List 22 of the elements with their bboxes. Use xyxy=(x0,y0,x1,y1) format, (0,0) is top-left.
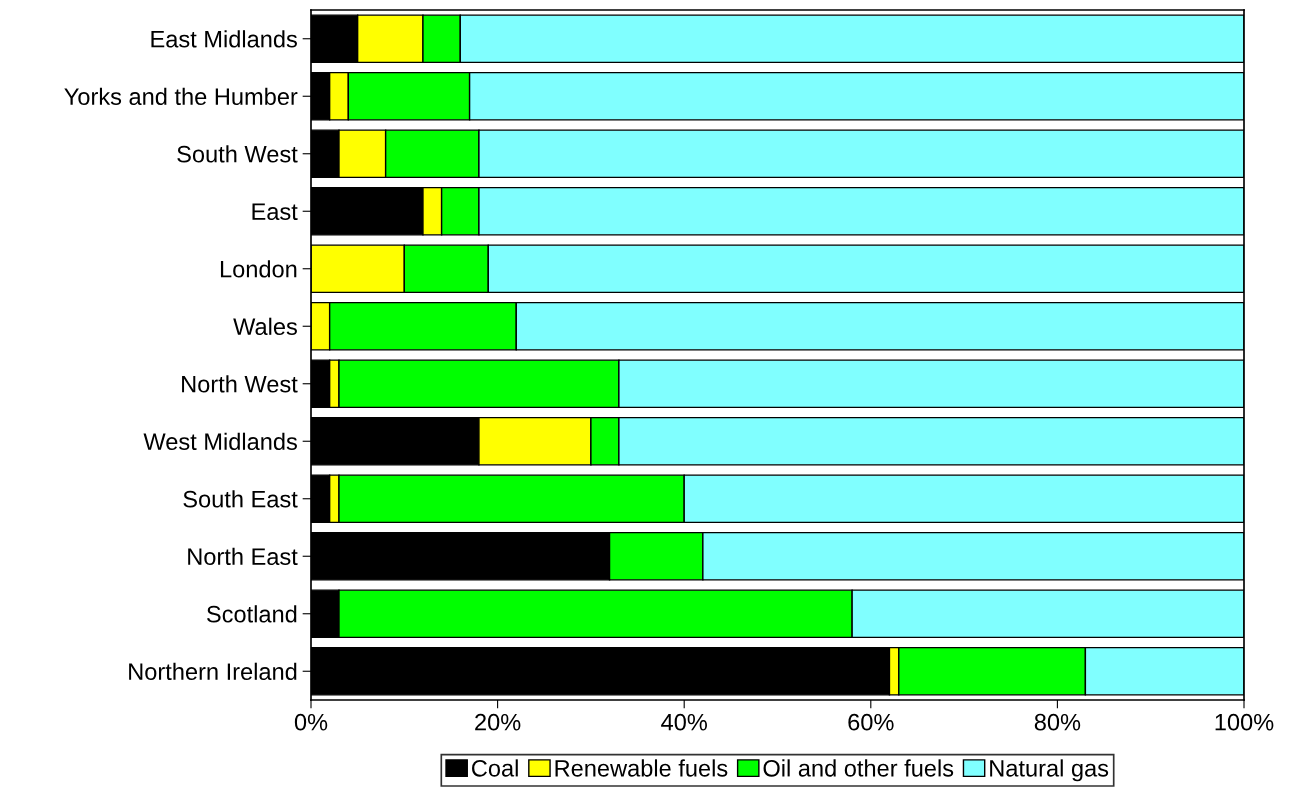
y-tick-label: Scotland xyxy=(207,605,297,623)
x-tick-label: 100% xyxy=(1215,713,1274,731)
y-tick-label: East xyxy=(252,203,298,221)
y-tick-label: Yorks and the Humber xyxy=(64,87,298,106)
x-tick-label: 60% xyxy=(848,713,894,731)
y-tick-label: London xyxy=(220,260,297,278)
x-tick-label: 20% xyxy=(475,713,521,731)
legend-label: Oil and other fuels xyxy=(763,759,954,777)
legend-label: Coal xyxy=(472,759,518,777)
y-tick-label: Wales xyxy=(233,317,297,336)
legend-label: Renewable fuels xyxy=(555,759,728,777)
y-tick-label: North West xyxy=(182,375,298,393)
x-tick-label: 80% xyxy=(1034,713,1081,731)
y-tick-label: Northern Ireland xyxy=(129,662,297,681)
legend-label: Natural gas xyxy=(990,759,1109,782)
y-tick-label: South West xyxy=(177,145,298,163)
y-tick-label: North East xyxy=(188,547,298,566)
y-tick-label: South East xyxy=(183,490,298,508)
x-tick-label: 0% xyxy=(294,713,328,731)
y-tick-label: East Midlands xyxy=(151,30,297,48)
x-tick-label: 40% xyxy=(661,713,707,731)
y-tick-label: West Midlands xyxy=(143,432,297,451)
